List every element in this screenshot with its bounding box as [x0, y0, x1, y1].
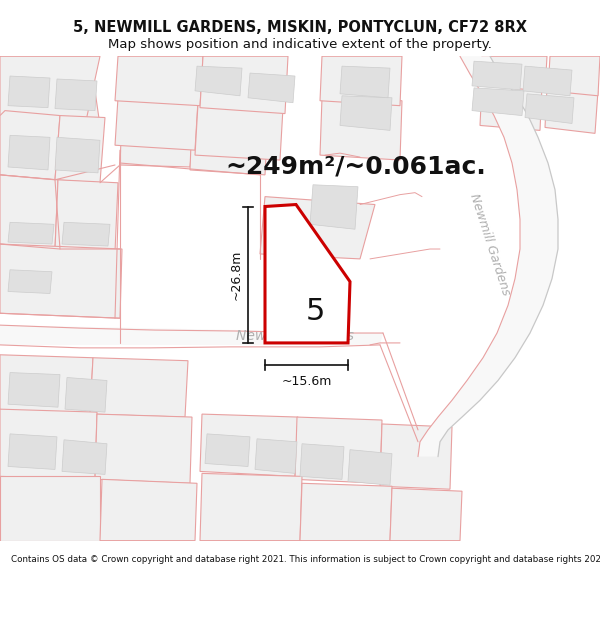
Text: Newmill Gardens: Newmill Gardens	[236, 329, 354, 343]
Polygon shape	[8, 270, 52, 294]
Polygon shape	[0, 175, 58, 249]
Polygon shape	[190, 118, 268, 175]
Polygon shape	[0, 325, 383, 345]
Polygon shape	[480, 56, 547, 91]
Polygon shape	[300, 444, 344, 479]
Polygon shape	[55, 138, 100, 173]
Polygon shape	[8, 222, 54, 244]
Polygon shape	[255, 439, 297, 473]
Polygon shape	[348, 449, 392, 485]
Text: Newmill Gardens: Newmill Gardens	[467, 191, 512, 297]
Polygon shape	[120, 114, 195, 167]
Text: 5: 5	[305, 297, 325, 326]
Polygon shape	[195, 66, 242, 96]
Polygon shape	[100, 479, 197, 541]
Polygon shape	[0, 355, 93, 414]
Polygon shape	[200, 56, 288, 114]
Polygon shape	[480, 84, 542, 131]
Polygon shape	[8, 372, 60, 407]
Polygon shape	[55, 116, 105, 182]
Polygon shape	[62, 440, 107, 474]
Polygon shape	[65, 378, 107, 412]
Polygon shape	[0, 56, 100, 126]
Polygon shape	[320, 98, 402, 160]
Polygon shape	[95, 414, 192, 483]
Polygon shape	[0, 476, 100, 541]
Text: Map shows position and indicative extent of the property.: Map shows position and indicative extent…	[108, 38, 492, 51]
Polygon shape	[200, 414, 298, 476]
Polygon shape	[90, 357, 188, 417]
Polygon shape	[545, 88, 598, 133]
Polygon shape	[310, 185, 358, 229]
Polygon shape	[418, 56, 558, 457]
Polygon shape	[0, 111, 60, 180]
Text: 5, NEWMILL GARDENS, MISKIN, PONTYCLUN, CF72 8RX: 5, NEWMILL GARDENS, MISKIN, PONTYCLUN, C…	[73, 20, 527, 35]
Polygon shape	[55, 180, 118, 252]
Text: ~15.6m: ~15.6m	[281, 374, 332, 388]
Polygon shape	[0, 409, 97, 479]
Polygon shape	[0, 56, 100, 175]
Polygon shape	[340, 66, 390, 98]
Polygon shape	[380, 424, 452, 489]
Polygon shape	[62, 222, 110, 246]
Polygon shape	[548, 56, 600, 96]
Polygon shape	[295, 417, 382, 483]
Polygon shape	[115, 98, 198, 150]
Polygon shape	[340, 96, 392, 131]
Polygon shape	[265, 204, 350, 343]
Polygon shape	[8, 76, 50, 108]
Polygon shape	[472, 88, 524, 116]
Text: ~26.8m: ~26.8m	[230, 249, 243, 300]
Polygon shape	[260, 197, 375, 259]
Text: Contains OS data © Crown copyright and database right 2021. This information is : Contains OS data © Crown copyright and d…	[11, 555, 600, 564]
Polygon shape	[200, 473, 302, 541]
Polygon shape	[0, 244, 122, 318]
Polygon shape	[525, 94, 574, 124]
Text: ~249m²/~0.061ac.: ~249m²/~0.061ac.	[225, 155, 486, 179]
Polygon shape	[472, 61, 522, 90]
Polygon shape	[55, 79, 97, 111]
Polygon shape	[195, 104, 283, 160]
Polygon shape	[8, 136, 50, 170]
Polygon shape	[115, 56, 203, 106]
Polygon shape	[8, 434, 57, 469]
Polygon shape	[320, 56, 402, 106]
Polygon shape	[205, 434, 250, 466]
Polygon shape	[248, 73, 295, 102]
Polygon shape	[390, 488, 462, 541]
Polygon shape	[300, 483, 392, 541]
Polygon shape	[280, 241, 320, 282]
Polygon shape	[523, 66, 572, 96]
